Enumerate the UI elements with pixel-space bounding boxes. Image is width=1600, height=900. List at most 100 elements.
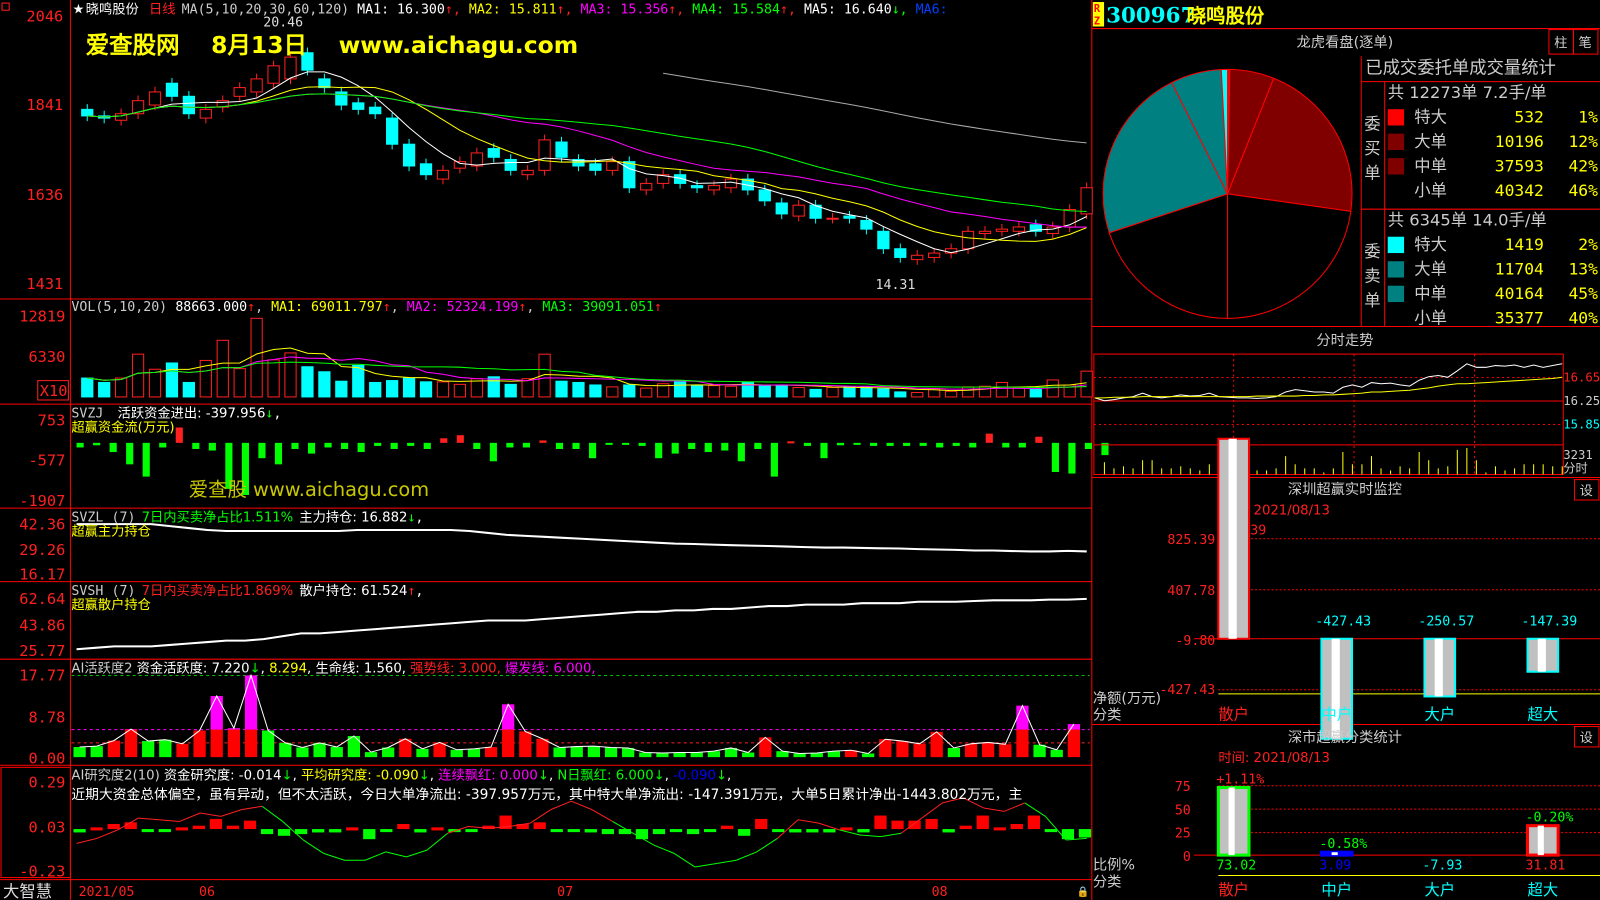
stats-chart-title: 深市超赢分类统计 <box>1288 729 1402 746</box>
monitor-bar-highlight <box>1228 438 1237 639</box>
svzj-bar <box>886 442 894 446</box>
svzj-bar <box>787 441 795 444</box>
stats-category: 中户 <box>1321 881 1352 899</box>
svzj-bar <box>903 442 911 446</box>
tab-tick-chart[interactable]: 笔 <box>1579 35 1592 51</box>
tab-bar-chart[interactable]: 柱 <box>1554 35 1567 51</box>
ai-active-bar <box>416 748 429 758</box>
ai-active-bar <box>930 731 943 758</box>
ai-research-bar <box>840 827 853 831</box>
ai-active-bar <box>90 746 103 758</box>
svzj-bar <box>1018 442 1026 448</box>
volume-bar <box>318 371 331 398</box>
svzj-bar <box>622 442 630 445</box>
svzj-header: SVZJ 活跃资金进出: -397.956↓, <box>71 405 281 421</box>
settings-button[interactable] <box>1573 726 1600 748</box>
ai-active-bar <box>622 747 635 758</box>
price-tick: 1431 <box>26 275 63 293</box>
stats-change-label: -0.20% <box>1525 811 1573 826</box>
stats-category: 散户 <box>1218 881 1249 899</box>
stats-value-label: 73.02 <box>1216 858 1256 873</box>
ai-research-bar <box>738 829 751 836</box>
settings-button[interactable] <box>1573 479 1600 501</box>
ai-active-bar <box>313 742 326 758</box>
ai-active-bar <box>262 730 275 758</box>
lock-icon[interactable]: 🔒 <box>1077 886 1090 898</box>
monitor-bar-highlight <box>1434 638 1443 697</box>
volume-bar <box>81 377 94 398</box>
ai-active-bar <box>553 747 566 758</box>
menu-icon[interactable] <box>1 2 10 11</box>
ai-research-line <box>736 851 758 861</box>
candle <box>1012 226 1025 232</box>
candle <box>470 152 483 167</box>
volume-bar <box>487 376 500 398</box>
svzj-bar <box>357 442 365 453</box>
stock-code: 300967 <box>1106 3 1195 28</box>
candle <box>1080 187 1093 215</box>
svzj-tick: -577 <box>28 451 65 469</box>
svzj-bar <box>721 442 729 451</box>
svzj-bar <box>655 442 663 459</box>
ai-active-bar <box>673 752 686 758</box>
svzj-bar <box>208 442 216 451</box>
candle <box>402 143 416 167</box>
ai-research-bar <box>618 829 632 835</box>
svzj-bar <box>869 442 878 446</box>
settings-button-label[interactable]: 设 <box>1580 730 1593 746</box>
svzj-bar <box>407 442 415 446</box>
candle <box>114 113 128 121</box>
svzj-bar <box>671 442 679 454</box>
volume-bar <box>707 385 721 398</box>
candle <box>928 252 941 258</box>
svsh-subtitle: 超赢散户持仓 <box>71 596 151 613</box>
ai-active-tick: 8.78 <box>28 708 65 726</box>
period-label[interactable]: 日线 <box>149 1 176 17</box>
volume-bar <box>284 352 297 398</box>
svsh-tick: 62.64 <box>19 590 65 608</box>
svzj-tick: 753 <box>38 412 66 430</box>
ma-arrow: ↑, <box>668 2 684 17</box>
volume-bar <box>402 377 416 398</box>
candle <box>199 108 212 119</box>
ai-active-bar-burst <box>244 675 258 730</box>
ai-research-line <box>282 821 304 841</box>
side-label: 委 <box>1364 242 1380 261</box>
ai-active-bar <box>707 751 720 758</box>
volume-bar <box>944 390 958 398</box>
volume-bar <box>792 386 805 398</box>
rz-badge-text: Z <box>1094 16 1100 27</box>
candle <box>182 95 195 115</box>
ai-research-line <box>117 817 139 831</box>
ai-research-bar <box>993 827 1006 831</box>
candle <box>911 254 924 261</box>
intraday-title[interactable]: 分时走势 <box>1316 332 1373 349</box>
ai-research-bar <box>533 822 546 830</box>
side-label: 买 <box>1364 139 1380 158</box>
ai-research-bar <box>652 829 666 835</box>
candle <box>843 215 856 219</box>
volume-bar <box>148 368 162 398</box>
ai-research-line <box>303 839 325 854</box>
settings-button-label[interactable]: 设 <box>1580 483 1593 499</box>
svsh-line <box>76 597 1087 651</box>
watermark: 爱查股网 8月13日 www.aichagu.com <box>86 31 578 59</box>
pie-slice <box>1226 77 1353 212</box>
svzj-bar <box>1084 442 1093 449</box>
ai-research-bar <box>584 829 597 833</box>
svzj-bar <box>555 442 564 449</box>
ai-research-bar <box>346 827 359 831</box>
svzj-bar <box>159 442 167 448</box>
ai-active-bar <box>639 752 652 758</box>
ai-research-bar <box>431 827 444 831</box>
ai-research-bar <box>1061 829 1075 840</box>
tab-tick[interactable] <box>1572 29 1599 55</box>
candle <box>640 182 653 191</box>
volume-bar <box>504 383 517 398</box>
ma-arrow: ↑, <box>557 2 573 17</box>
ma-line <box>87 71 1087 254</box>
ai-active-bar <box>296 747 309 758</box>
ai-research-bar <box>107 823 120 830</box>
svzj-bar <box>588 442 597 459</box>
